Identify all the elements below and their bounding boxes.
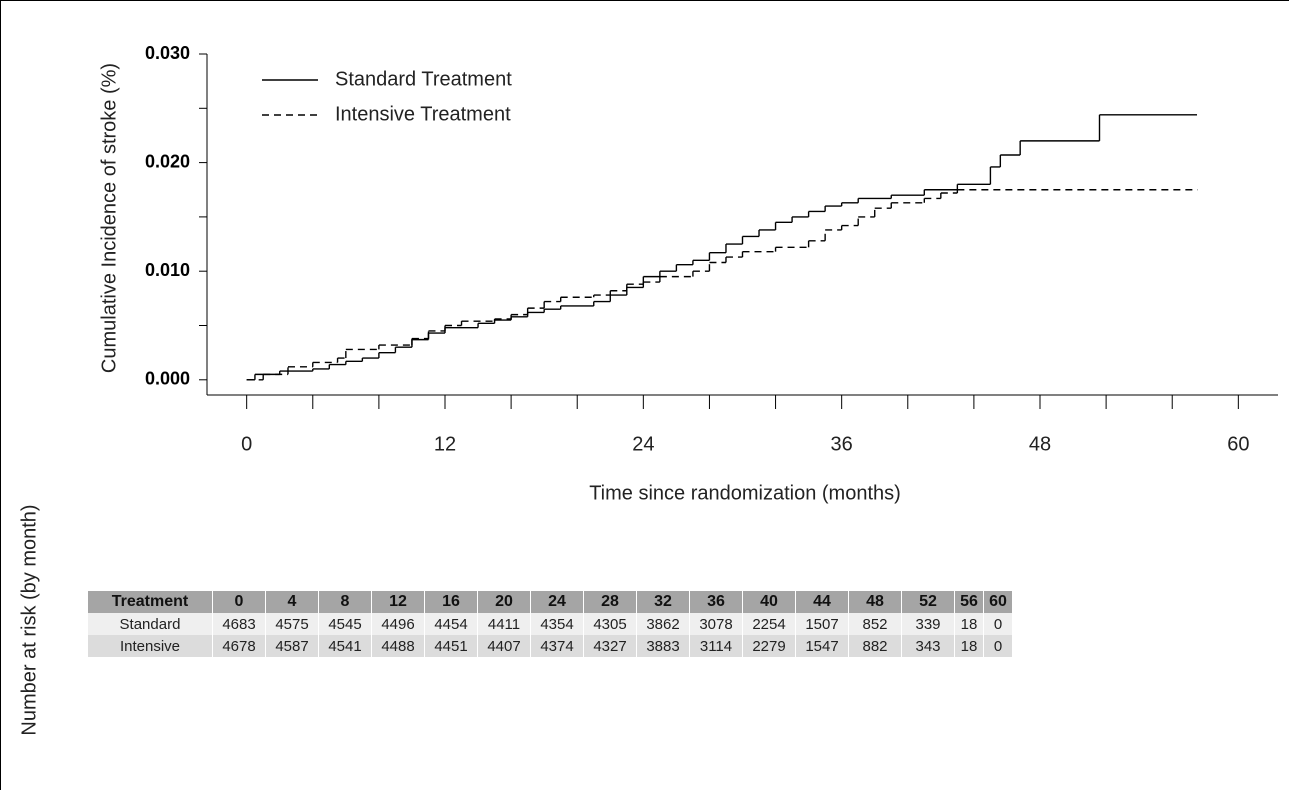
table-row: Standard 4683 4575 4545 4496 4454 4411 4354 4305…: [88, 613, 1013, 635]
header-row: Treatment 0 4 8 12 16 20 24 28 32 36 40 44 48 52 56 60: [88, 591, 1013, 613]
table-cell: 4454: [424, 613, 478, 635]
y-tick-label: 0.030: [145, 43, 190, 63]
table-cell: 0: [983, 635, 1013, 657]
table-cell: 339: [901, 613, 955, 635]
column-header: 12: [371, 591, 425, 613]
x-tick-label: 24: [632, 433, 654, 455]
column-header: 40: [742, 591, 796, 613]
table-cell: 3078: [689, 613, 743, 635]
table-cell: 852: [848, 613, 902, 635]
table-cell: 4374: [530, 635, 584, 657]
table-cell: 4305: [583, 613, 637, 635]
column-header: 16: [424, 591, 478, 613]
table-cell: 18: [954, 613, 984, 635]
x-axis-title: Time since randomization (months): [589, 482, 901, 504]
y-tick-label: 0.000: [145, 369, 190, 389]
table-cell: 3883: [636, 635, 690, 657]
table-cell: 2254: [742, 613, 796, 635]
table-cell: 3862: [636, 613, 690, 635]
column-header: Treatment: [88, 591, 213, 613]
column-header: 44: [795, 591, 849, 613]
x-tick-label: 60: [1227, 433, 1249, 455]
column-header: 24: [530, 591, 584, 613]
table-cell: 4496: [371, 613, 425, 635]
risk-table: Treatment 0 4 8 12 16 20 24 28 32 36 40 44 48 52 56 60 St…: [88, 591, 1013, 657]
risk-table-title: Number at risk (by month): [18, 504, 40, 735]
table-cell: 4575: [265, 613, 319, 635]
table-cell: 1547: [795, 635, 849, 657]
table-cell: Standard: [88, 613, 213, 635]
table-cell: 343: [901, 635, 955, 657]
column-header: 0: [212, 591, 266, 613]
column-header: 48: [848, 591, 902, 613]
table-cell: 3114: [689, 635, 743, 657]
y-tick-label: 0.010: [145, 260, 190, 280]
table-cell: 4451: [424, 635, 478, 657]
x-tick-label: 36: [831, 433, 853, 455]
table-cell: 4354: [530, 613, 584, 635]
table-cell: 4327: [583, 635, 637, 657]
table-cell: 0: [983, 613, 1013, 635]
x-tick-label: 12: [434, 433, 456, 455]
table-cell: 4407: [477, 635, 531, 657]
legend-label: Standard Treatment: [335, 68, 512, 90]
table-cell: 882: [848, 635, 902, 657]
column-header: 60: [983, 591, 1013, 613]
column-header: 4: [265, 591, 319, 613]
table-cell: 4488: [371, 635, 425, 657]
table-cell: 2279: [742, 635, 796, 657]
table-cell: 4545: [318, 613, 372, 635]
y-tick-label: 0.020: [145, 151, 190, 171]
column-header: 20: [477, 591, 531, 613]
y-axis-title: Cumulative Incidence of stroke (%): [98, 63, 120, 373]
table-cell: 4678: [212, 635, 266, 657]
column-header: 32: [636, 591, 690, 613]
table-cell: 4541: [318, 635, 372, 657]
column-header: 28: [583, 591, 637, 613]
table-cell: Intensive: [88, 635, 213, 657]
column-header: 52: [901, 591, 955, 613]
legend-label: Intensive Treatment: [335, 103, 511, 125]
table-cell: 4411: [477, 613, 531, 635]
table-cell: 4683: [212, 613, 266, 635]
column-header: 8: [318, 591, 372, 613]
column-header: 36: [689, 591, 743, 613]
x-tick-label: 0: [241, 433, 252, 455]
column-header: 56: [954, 591, 984, 613]
table-cell: 4587: [265, 635, 319, 657]
table-cell: 1507: [795, 613, 849, 635]
table-row: Intensive 4678 4587 4541 4488 4451 4407 4374 432…: [88, 635, 1013, 657]
table-cell: 18: [954, 635, 984, 657]
x-tick-label: 48: [1029, 433, 1051, 455]
